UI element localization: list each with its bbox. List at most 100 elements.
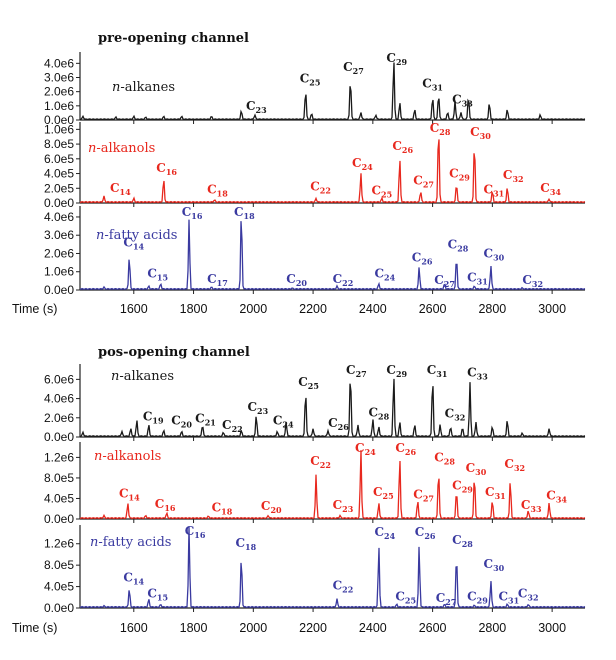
peak-label-c18: C18 [207, 183, 228, 199]
peak-label-c27: C27 [434, 273, 455, 289]
peak-label-c24: C24 [374, 525, 395, 541]
trace-alkanols [79, 139, 586, 204]
y-tick-label: 0.0e0 [44, 430, 74, 444]
peak-label-c25: C25 [371, 183, 392, 199]
peak-label-c29: C29 [386, 51, 407, 67]
peak-label-c31: C31 [484, 183, 505, 199]
x-tick-label: 1800 [180, 302, 208, 316]
y-tick-label: 4.0e6 [44, 210, 74, 224]
peak-label-c32: C32 [504, 457, 525, 473]
peak-label-c33: C33 [452, 93, 473, 109]
x-tick-label: 3000 [538, 621, 566, 635]
peak-label-c27: C27 [413, 488, 434, 504]
peak-label-c24: C24 [273, 413, 294, 429]
peak-label-c19: C19 [143, 409, 164, 425]
y-tick-label: 8.0e5 [44, 558, 74, 572]
y-tick-label: 2.0e6 [44, 85, 74, 99]
x-tick-label: 2400 [359, 302, 387, 316]
peak-label-c32: C32 [445, 407, 466, 423]
peak-label-c22: C22 [333, 272, 354, 288]
channel-group-1: pos-opening channel 0.0e0 2.0e6 4.0e6 6.0e6 n… [12, 345, 586, 635]
peak-label-c15: C15 [147, 587, 168, 603]
x-tick-label: 2000 [239, 302, 267, 316]
peak-label-c28: C28 [452, 533, 473, 549]
peak-label-c32: C32 [518, 587, 539, 603]
peak-label-c27: C27 [436, 591, 457, 607]
peak-label-c14: C14 [123, 571, 144, 587]
y-tick-label: 0.0e0 [44, 113, 74, 127]
peak-label-c28: C28 [434, 451, 455, 467]
x-tick-label: 2800 [478, 621, 506, 635]
peak-label-c28: C28 [430, 121, 451, 137]
y-tick-label: 1.2e6 [44, 450, 74, 464]
peak-label-c26: C26 [412, 250, 433, 266]
peak-label-c25: C25 [300, 71, 321, 87]
peak-label-c15: C15 [147, 267, 168, 283]
y-tick-label: 8.0e5 [44, 137, 74, 151]
peak-label-c26: C26 [415, 525, 436, 541]
peak-label-c21: C21 [195, 411, 216, 427]
peak-label-c29: C29 [452, 478, 473, 494]
peak-label-c33: C33 [467, 365, 488, 381]
x-tick-label: 3000 [538, 302, 566, 316]
channel-title: pos-opening channel [98, 345, 250, 360]
panel-name: n-alkanes [111, 369, 174, 384]
channel-group-0: pre-opening channel 0.0e01.0e62.0e63.0e64… [12, 31, 586, 316]
peak-label-c26: C26 [328, 416, 349, 432]
y-tick-label: 6.0e6 [44, 372, 74, 386]
peak-label-c30: C30 [484, 247, 505, 263]
trace-alkanes [79, 62, 586, 121]
x-tick-label: 1600 [120, 302, 148, 316]
peak-label-c31: C31 [467, 270, 488, 286]
x-tick-label: 2400 [359, 621, 387, 635]
y-tick-label: 4.0e6 [44, 392, 74, 406]
x-tick-label: 2200 [299, 302, 327, 316]
y-tick-label: 0.0e0 [44, 512, 74, 526]
y-tick-label: 4.0e5 [44, 167, 74, 181]
peak-label-c27: C27 [346, 363, 367, 379]
peak-label-c24: C24 [352, 156, 373, 172]
channel-title: pre-opening channel [98, 31, 249, 46]
y-tick-label: 2.0e6 [44, 246, 74, 260]
peak-label-c30: C30 [470, 125, 491, 141]
peak-label-c14: C14 [119, 487, 140, 503]
peak-label-c24: C24 [355, 441, 376, 457]
y-tick-label: 1.2e6 [44, 537, 74, 551]
panel-name: n-fatty acids [90, 535, 171, 550]
peak-label-c31: C31 [422, 76, 443, 92]
y-tick-label: 4.0e5 [44, 491, 74, 505]
peak-label-c30: C30 [466, 461, 487, 477]
peak-label-c32: C32 [522, 273, 543, 289]
y-tick-label: 2.0e6 [44, 411, 74, 425]
peak-label-c20: C20 [261, 499, 282, 515]
y-tick-label: 1.0e6 [44, 265, 74, 279]
peak-label-c16: C16 [155, 497, 176, 513]
panel-name: n-alkanes [112, 80, 175, 95]
peak-label-c17: C17 [207, 272, 228, 288]
x-tick-label: 2600 [419, 621, 447, 635]
peak-label-c33: C33 [521, 498, 542, 514]
peak-label-c27: C27 [343, 60, 364, 76]
peak-label-c14: C14 [123, 236, 144, 252]
peak-label-c23: C23 [247, 400, 268, 416]
panel-name: n-alkanols [88, 141, 155, 156]
peak-label-c20: C20 [171, 413, 192, 429]
peak-label-c29: C29 [449, 166, 470, 182]
y-tick-label: 4.0e5 [44, 580, 74, 594]
y-tick-label: 8.0e5 [44, 471, 74, 485]
peak-label-c34: C34 [546, 489, 567, 505]
y-tick-label: 0.0e0 [44, 601, 74, 615]
peak-label-c16: C16 [156, 161, 177, 177]
trace-fattyacids [79, 526, 586, 609]
y-tick-label: 0.0e0 [44, 196, 74, 210]
peak-label-c26: C26 [392, 139, 413, 155]
peak-label-c27: C27 [413, 174, 434, 190]
peak-label-c25: C25 [395, 589, 416, 605]
peak-label-c18: C18 [212, 500, 233, 516]
y-tick-label: 1.0e6 [44, 99, 74, 113]
peak-label-c34: C34 [540, 181, 561, 197]
